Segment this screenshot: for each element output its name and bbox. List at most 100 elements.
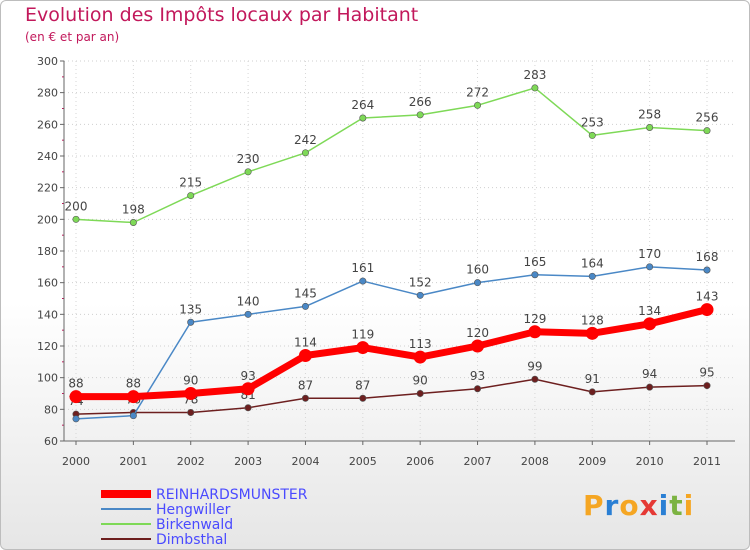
data-point — [187, 318, 195, 326]
data-label: 161 — [351, 261, 374, 275]
legend-label: Birkenwald — [156, 517, 233, 533]
data-label: 93 — [240, 369, 255, 383]
data-label: 129 — [523, 312, 546, 326]
data-point — [474, 385, 482, 393]
y-tick-label: 280 — [37, 87, 58, 100]
data-point — [244, 168, 252, 176]
data-label: 120 — [466, 326, 489, 340]
legend-label: Dimbsthal — [156, 532, 227, 548]
y-tick-label: 220 — [37, 182, 58, 195]
data-label: 198 — [122, 203, 145, 217]
x-tick-label: 2002 — [177, 455, 205, 468]
data-label: 170 — [638, 247, 661, 261]
x-tick-label: 2003 — [234, 455, 262, 468]
y-tick-label: 80 — [44, 403, 58, 416]
legend-label: REINHARDSMUNSTER — [156, 487, 308, 503]
series-line-hengwiller — [75, 266, 708, 420]
data-label: 135 — [179, 302, 202, 316]
data-label: 152 — [409, 275, 432, 289]
chart-subtitle: (en € et par an) — [25, 30, 120, 44]
x-tick-label: 2006 — [406, 455, 434, 468]
data-point — [585, 326, 599, 340]
y-tick-label: 60 — [44, 435, 58, 448]
x-tick-label: 2010 — [636, 455, 664, 468]
y-tick-label: 200 — [37, 213, 58, 226]
data-label: 264 — [351, 98, 374, 112]
legend-label: Hengwiller — [156, 502, 231, 518]
data-point — [72, 215, 80, 223]
data-point — [413, 350, 427, 364]
logo-letter: x — [639, 489, 659, 522]
data-label: 93 — [470, 369, 485, 383]
data-label: 200 — [65, 199, 88, 213]
data-point — [700, 303, 714, 317]
logo-letter: P — [583, 489, 605, 522]
data-point — [244, 404, 252, 412]
data-label: 90 — [183, 374, 198, 388]
data-label: 87 — [355, 378, 370, 392]
data-point — [588, 272, 596, 280]
y-tick-label: 160 — [37, 277, 58, 290]
data-point — [646, 124, 654, 132]
y-tick-label: 260 — [37, 118, 58, 131]
logo-letter: t — [669, 489, 684, 522]
data-point — [646, 263, 654, 271]
data-point — [72, 415, 80, 423]
data-point — [356, 341, 370, 355]
data-point — [241, 382, 255, 396]
logo-letter: i — [683, 489, 695, 522]
data-point — [416, 291, 424, 299]
data-point — [703, 266, 711, 274]
data-point — [588, 131, 596, 139]
data-label: 258 — [638, 108, 661, 122]
series-line-dimbsthal — [75, 378, 708, 415]
data-label: 113 — [409, 337, 432, 351]
data-point — [69, 390, 83, 404]
data-label: 95 — [699, 366, 714, 380]
data-point — [474, 101, 482, 109]
x-tick-label: 2004 — [291, 455, 319, 468]
data-label: 143 — [696, 290, 719, 304]
data-point — [184, 387, 198, 400]
data-point — [588, 388, 596, 396]
data-point — [528, 325, 542, 339]
data-point — [531, 84, 539, 92]
data-label: 160 — [466, 263, 489, 277]
data-point — [416, 389, 424, 397]
data-point — [703, 127, 711, 135]
series-line-reinhardsmunster — [76, 306, 708, 401]
logo-letter: i — [658, 489, 670, 522]
data-point — [301, 394, 309, 402]
data-label: 145 — [294, 286, 317, 300]
data-point — [244, 310, 252, 318]
data-label: 165 — [523, 255, 546, 269]
data-point — [126, 390, 140, 404]
chart-title: Evolution des Impôts locaux par Habitant — [25, 4, 419, 26]
series-line-birkenwald — [75, 87, 708, 224]
x-tick-label: 2007 — [464, 455, 492, 468]
x-tick-label: 2000 — [62, 455, 90, 468]
y-tick-label: 180 — [37, 245, 58, 258]
data-label: 256 — [696, 111, 719, 125]
data-label: 242 — [294, 133, 317, 147]
data-label: 283 — [523, 68, 546, 82]
data-label: 87 — [298, 378, 313, 392]
data-label: 164 — [581, 256, 604, 270]
data-point — [359, 114, 367, 122]
data-label: 266 — [409, 95, 432, 109]
data-point — [298, 349, 312, 362]
data-label: 215 — [179, 176, 202, 190]
data-point — [474, 279, 482, 287]
data-label: 140 — [237, 294, 260, 308]
y-tick-label: 300 — [37, 55, 58, 68]
data-label: 114 — [294, 336, 317, 350]
x-tick-label: 2011 — [693, 455, 721, 468]
data-point — [416, 111, 424, 119]
data-point — [301, 149, 309, 157]
data-point — [129, 219, 137, 227]
data-label: 128 — [581, 313, 604, 327]
data-label: 272 — [466, 85, 489, 99]
data-label: 253 — [581, 115, 604, 129]
x-tick-label: 2005 — [349, 455, 377, 468]
